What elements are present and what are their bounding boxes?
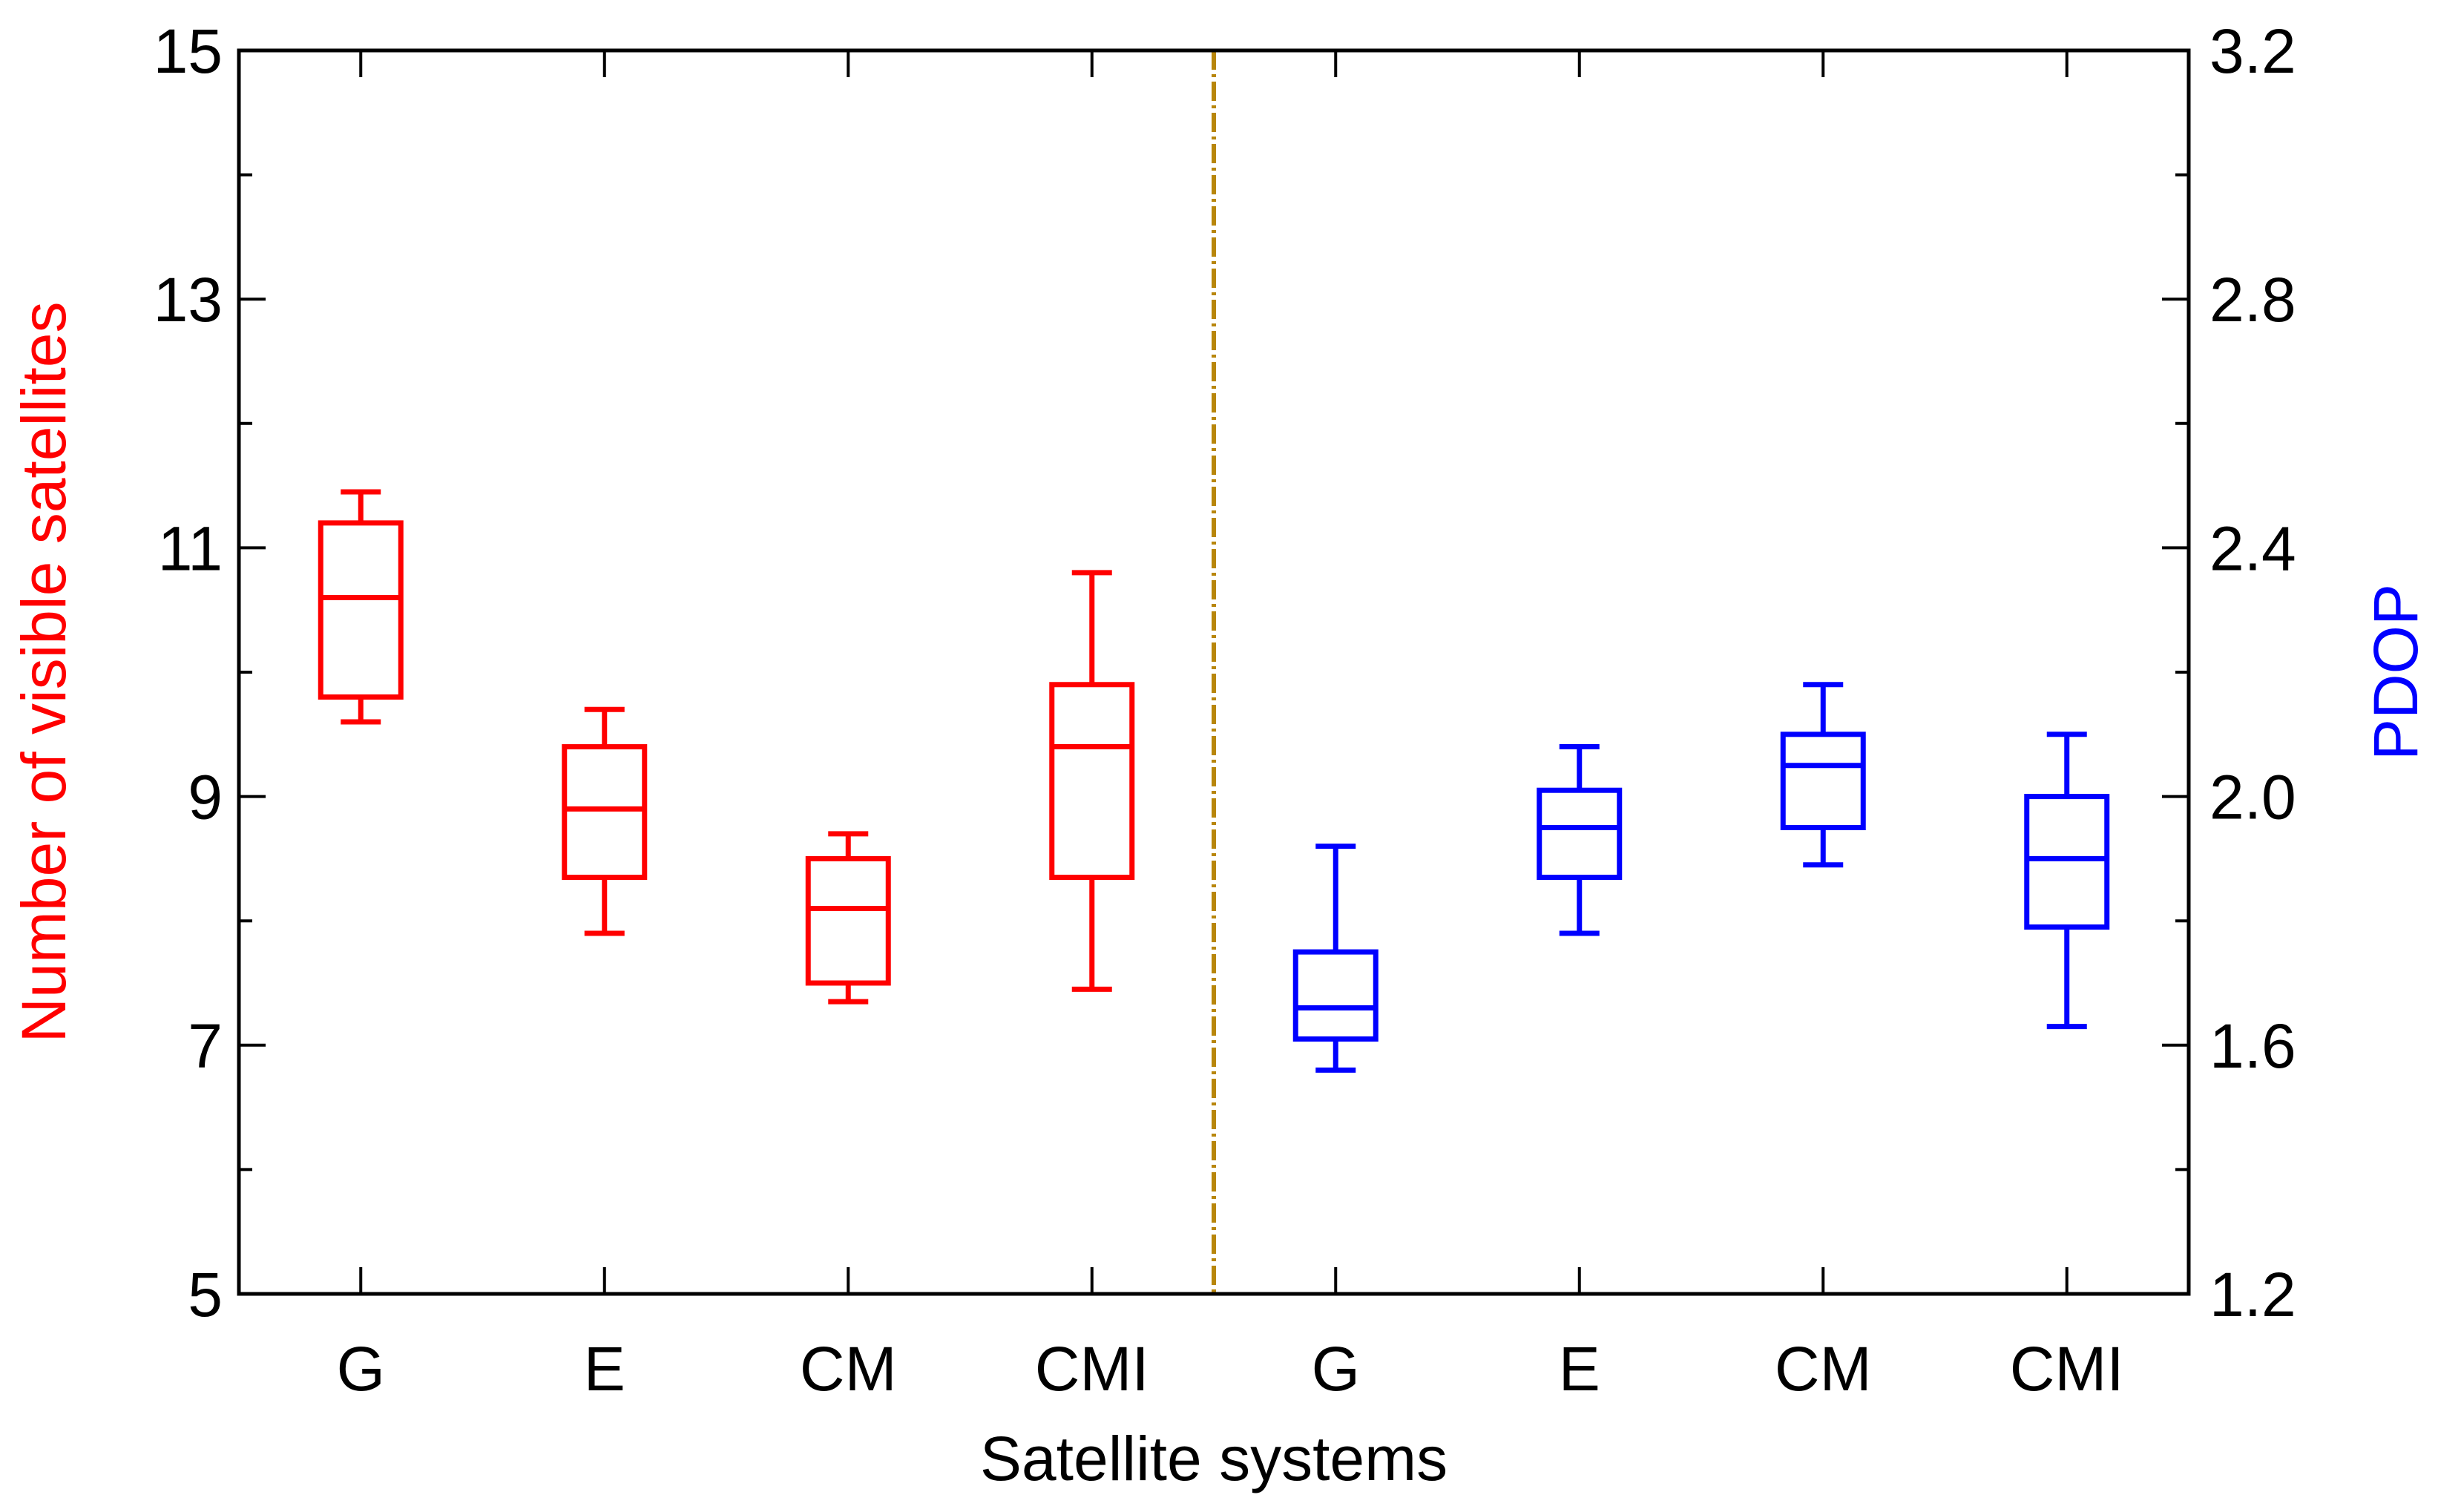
x-tick-label: G xyxy=(1312,1334,1360,1404)
left-tick-label: 13 xyxy=(154,265,223,335)
x-tick-label: G xyxy=(337,1334,385,1404)
box-right-cm xyxy=(1780,682,1866,868)
left-tick-label: 11 xyxy=(158,513,223,583)
box-left-cmi xyxy=(1049,570,1135,992)
box-iqr xyxy=(562,744,648,881)
box-right-e xyxy=(1537,744,1623,936)
x-tick-label: E xyxy=(584,1334,625,1404)
x-tick-label: CM xyxy=(1775,1334,1872,1404)
left-axis-title: Number of visible satellites xyxy=(9,301,79,1042)
tick-labels: 5 7 9 11 13 15 1.2 1.6 2.0 2.4 2.8 3.2 G E CM CMI G E CM CM… xyxy=(154,16,2296,1404)
right-tick-label: 1.6 xyxy=(2209,1011,2296,1081)
box-iqr xyxy=(1292,949,1379,1042)
box-iqr xyxy=(1780,732,1866,830)
box-right-g xyxy=(1292,844,1379,1073)
left-tick-label: 7 xyxy=(188,1011,223,1081)
right-tick-label: 2.0 xyxy=(2209,763,2296,832)
box-left-e xyxy=(562,706,648,936)
box-left-cm xyxy=(805,831,891,1005)
box-iqr xyxy=(1537,787,1623,881)
box-left-g xyxy=(318,489,404,725)
left-tick-label: 5 xyxy=(188,1260,223,1329)
right-tick-label: 1.2 xyxy=(2209,1260,2296,1329)
x-tick-label: CM xyxy=(800,1334,897,1404)
box-iqr xyxy=(2024,794,2110,930)
left-tick-label: 15 xyxy=(154,16,223,86)
right-tick-label: 2.8 xyxy=(2209,265,2296,335)
box-iqr xyxy=(805,855,891,986)
x-tick-label: CMI xyxy=(1035,1334,1149,1404)
left-tick-label: 9 xyxy=(188,763,223,832)
right-tick-label: 3.2 xyxy=(2209,16,2296,86)
x-axis-title: Satellite systems xyxy=(980,1424,1448,1493)
box-layer xyxy=(318,489,2110,1073)
box-iqr xyxy=(1049,682,1135,881)
box-iqr xyxy=(318,520,404,700)
right-axis-title: PDOP xyxy=(2361,584,2431,760)
x-tick-label: E xyxy=(1559,1334,1600,1404)
box-right-cmi xyxy=(2024,732,2110,1030)
x-tick-label: CMI xyxy=(2010,1334,2124,1404)
right-tick-label: 2.4 xyxy=(2209,513,2296,583)
plot-frame xyxy=(237,48,2191,1296)
